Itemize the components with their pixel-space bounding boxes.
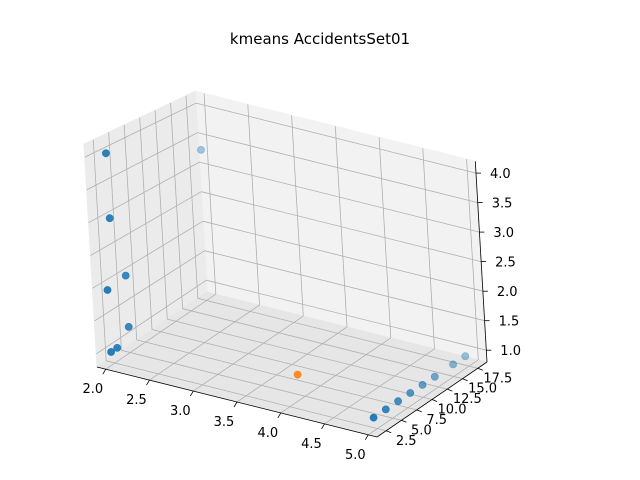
chart-title: kmeans AccidentsSet01 (230, 30, 410, 48)
y-tick-label: 17.5 (483, 371, 512, 386)
scatter-point (430, 372, 439, 381)
z-grid-line (94, 250, 205, 322)
y-grid-line (106, 360, 387, 432)
y-tick-mark (416, 409, 422, 413)
z-tick-label: 2.0 (497, 285, 518, 300)
z-grid-line (86, 132, 198, 191)
x-tick-label: 5.0 (345, 448, 366, 463)
scatter-point (197, 145, 205, 154)
y-tick-mark (477, 367, 483, 371)
z-grid-line (84, 102, 197, 158)
y-tick-mark (447, 388, 453, 392)
x-tick-mark (277, 412, 282, 419)
y-grid-line (121, 349, 402, 421)
x-tick-mark (102, 368, 107, 375)
y-tick-label: 2.5 (396, 434, 417, 449)
y-tick-mark (462, 378, 468, 382)
scatter-point (102, 149, 110, 158)
y-grid-line (182, 308, 463, 380)
z-grid-line (95, 279, 207, 355)
data-points (102, 145, 470, 422)
axis-panes (83, 90, 489, 438)
z-tick-label: 3.5 (492, 197, 513, 212)
z-tick-label: 3.0 (493, 226, 514, 241)
x-tick-label: 4.0 (257, 426, 278, 441)
scatter-point (461, 352, 470, 361)
scatter-point (381, 405, 390, 414)
x-tick-label: 3.5 (214, 415, 235, 430)
z-grid-line (90, 191, 202, 256)
z-grid-line (202, 220, 483, 292)
y-tick-mark (401, 419, 407, 423)
y-grid-line (167, 318, 448, 390)
y-tick-label: 7.5 (426, 413, 447, 428)
scatter-point (107, 348, 115, 356)
scatter-point (418, 380, 427, 389)
scatter-point (113, 343, 122, 352)
x-tick-label: 4.5 (301, 437, 322, 452)
z-tick-label: 1.5 (499, 315, 520, 330)
x-tick-mark (146, 379, 150, 386)
centroid-point (293, 370, 302, 379)
z-grid-line (197, 132, 478, 203)
y-tick-label: 10.0 (438, 403, 467, 418)
scatter-point (105, 214, 114, 223)
tick-marks: 2.02.53.03.54.04.55.02.55.07.510.012.515… (82, 167, 521, 463)
x-tick-label: 2.0 (82, 382, 103, 397)
scatter-point (394, 397, 402, 406)
scatter-point (124, 322, 133, 331)
y-grid-line (136, 339, 417, 411)
y-grid-line (197, 297, 478, 369)
z-tick-label: 2.5 (495, 256, 516, 271)
z-grid-line (88, 161, 200, 224)
z-grid-line (201, 191, 482, 262)
y-tick-label: 12.5 (453, 392, 482, 407)
z-tick-label: 1.0 (500, 344, 521, 359)
x-tick-mark (189, 390, 194, 397)
z-grid-line (199, 161, 480, 233)
y-tick-mark (386, 430, 392, 434)
x-tick-label: 3.0 (170, 404, 191, 419)
z-tick-label: 4.0 (490, 167, 511, 182)
y-tick-label: 15.0 (468, 382, 497, 397)
z-grid-line (204, 250, 485, 322)
grid-lines (84, 93, 487, 436)
scatter-point (406, 389, 415, 397)
z-grid-line (206, 279, 487, 351)
scatter-point (369, 413, 378, 422)
scatter-point (449, 360, 457, 369)
x-tick-mark (364, 434, 369, 441)
y-tick-label: 5.0 (411, 423, 432, 438)
x-tick-label: 2.5 (126, 393, 147, 408)
y-tick-mark (431, 399, 438, 402)
scatter-point (103, 286, 112, 294)
z-grid-line (195, 102, 477, 174)
x-tick-mark (321, 423, 325, 430)
scatter-point (121, 271, 130, 280)
z-grid-line (92, 220, 204, 289)
x-tick-mark (233, 401, 238, 408)
y-grid-line (151, 329, 433, 400)
